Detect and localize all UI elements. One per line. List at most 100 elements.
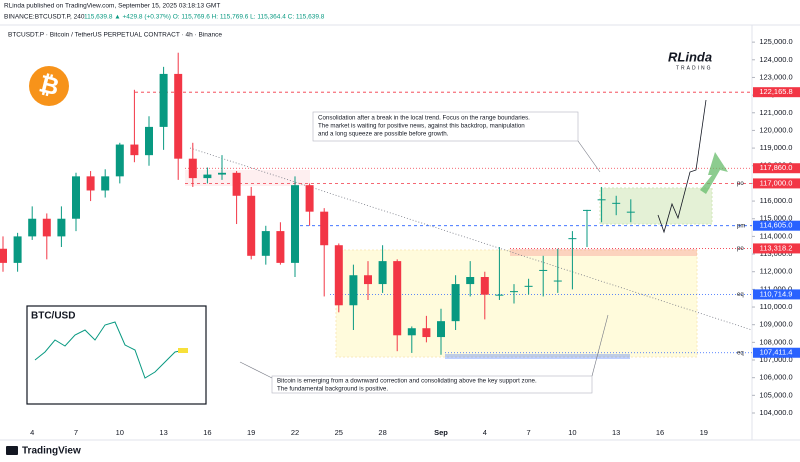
x-tick-label: 28	[378, 428, 386, 437]
y-tick-label: 107,000.0	[759, 355, 792, 364]
annotation-text: The market is waiting for positive news,…	[318, 123, 525, 130]
annotation-text: The fundamental background is positive.	[277, 386, 388, 393]
candle-body	[451, 284, 460, 322]
y-tick-label: 119,000.0	[760, 143, 793, 152]
x-tick-label: 4	[483, 428, 487, 437]
candle-body	[0, 248, 7, 263]
y-tick-label: 123,000.0	[759, 72, 792, 81]
y-tick-label: 109,000.0	[759, 320, 792, 329]
y-tick-label: 104,000.0	[759, 408, 792, 417]
price-tag-label: 117,860.0	[760, 163, 793, 172]
candle-body	[320, 211, 329, 246]
candle-body	[115, 144, 124, 177]
candle-body	[568, 238, 577, 240]
x-tick-label: 10	[116, 428, 124, 437]
candle-body	[232, 172, 241, 196]
candle-body	[626, 211, 635, 213]
annotation-box	[312, 111, 579, 142]
x-tick-label: 19	[247, 428, 255, 437]
candle-body	[480, 277, 489, 295]
supply-zone	[185, 170, 310, 186]
level-tag: po	[737, 246, 744, 252]
price-tag	[753, 347, 800, 358]
candle-body	[334, 245, 343, 306]
candle-body	[510, 291, 518, 293]
price-tag	[753, 178, 800, 189]
y-tick-label: 124,000.0	[759, 55, 792, 64]
y-tick-label: 116,000.0	[760, 196, 793, 205]
candle-body	[407, 328, 416, 336]
range-zone	[335, 249, 698, 358]
candle-body	[159, 73, 168, 127]
x-tick-label: 22	[291, 428, 299, 437]
support-zone	[445, 354, 630, 359]
candle-body	[524, 285, 533, 287]
candle-body	[495, 294, 504, 296]
candle-body	[612, 202, 621, 204]
x-tick-label: 19	[700, 428, 708, 437]
y-tick-label: 112,000.0	[760, 267, 793, 276]
brand-name: RLinda	[668, 49, 712, 64]
btc-logo	[29, 66, 69, 106]
annotation-text: and a long squeeze are possible before g…	[318, 131, 449, 138]
x-tick-label: 13	[612, 428, 620, 437]
candle-body	[349, 275, 358, 306]
inset-line	[34, 321, 186, 379]
symbol: BINANCE:BTCUSDT.P, 240	[4, 14, 85, 21]
candle-body	[72, 176, 80, 219]
candle-body	[145, 126, 153, 156]
x-tick-label: 4	[30, 428, 34, 437]
annotation-box	[271, 375, 593, 394]
candle-body	[305, 185, 314, 212]
annotation-text: Bitcoin is emerging from a downward corr…	[277, 378, 537, 385]
y-tick-label: 110,000.0	[760, 302, 793, 311]
growth-arrow	[700, 152, 728, 194]
candle-body	[203, 174, 212, 179]
level-tag: po	[737, 181, 744, 187]
candle-body	[247, 195, 256, 256]
annotation-text: Consolidation after a break in the local…	[318, 115, 530, 122]
y-tick-label: 111,000.0	[760, 284, 792, 293]
x-tick-label: Sep	[434, 428, 448, 437]
x-tick-label: 13	[159, 428, 167, 437]
publisher: RLinda published on TradingView.com, Sep…	[4, 3, 220, 10]
candle-body	[13, 236, 22, 263]
candle-body	[188, 158, 197, 179]
candle-body	[364, 275, 372, 285]
forecast-path	[657, 99, 707, 234]
price-tag-label: 117,000.0	[760, 178, 793, 187]
candle-body	[466, 277, 475, 285]
y-tick-label: 113,000.0	[760, 249, 793, 258]
level-tag: eq	[737, 350, 744, 356]
candle-body	[539, 269, 548, 271]
candle-body	[261, 231, 270, 256]
price-tag-label: 110,714.9	[760, 289, 793, 298]
inset	[26, 305, 207, 405]
x-tick-label: 7	[527, 428, 531, 437]
candle-body	[422, 328, 431, 338]
y-tick-label: 108,000.0	[759, 337, 792, 346]
price-tag-label: 122,165.8	[759, 87, 792, 96]
candle-body	[28, 218, 37, 237]
footer-brand: TradingView	[22, 446, 81, 457]
quote: 115,639.8 ▲ +429.8 (+0.37%) O: 115,769.6…	[84, 14, 325, 21]
candle-body	[437, 321, 445, 338]
footer	[0, 440, 800, 462]
brand-sub: TRADING	[676, 65, 713, 71]
y-tick-label: 114,000.0	[760, 231, 793, 240]
candle-body	[597, 199, 606, 201]
x-tick-label: 7	[74, 428, 78, 437]
price-tag	[753, 163, 800, 174]
level-tag: pm	[737, 223, 745, 229]
candle-body	[130, 144, 139, 156]
candle-body	[218, 172, 226, 175]
y-tick-label: 106,000.0	[759, 373, 792, 382]
candle-body	[553, 280, 562, 282]
consolidation-zone	[599, 187, 713, 225]
candle-body	[57, 218, 66, 237]
candle-body	[42, 218, 51, 237]
y-tick-label: 121,000.0	[759, 108, 792, 117]
x-tick-label: 10	[568, 428, 576, 437]
